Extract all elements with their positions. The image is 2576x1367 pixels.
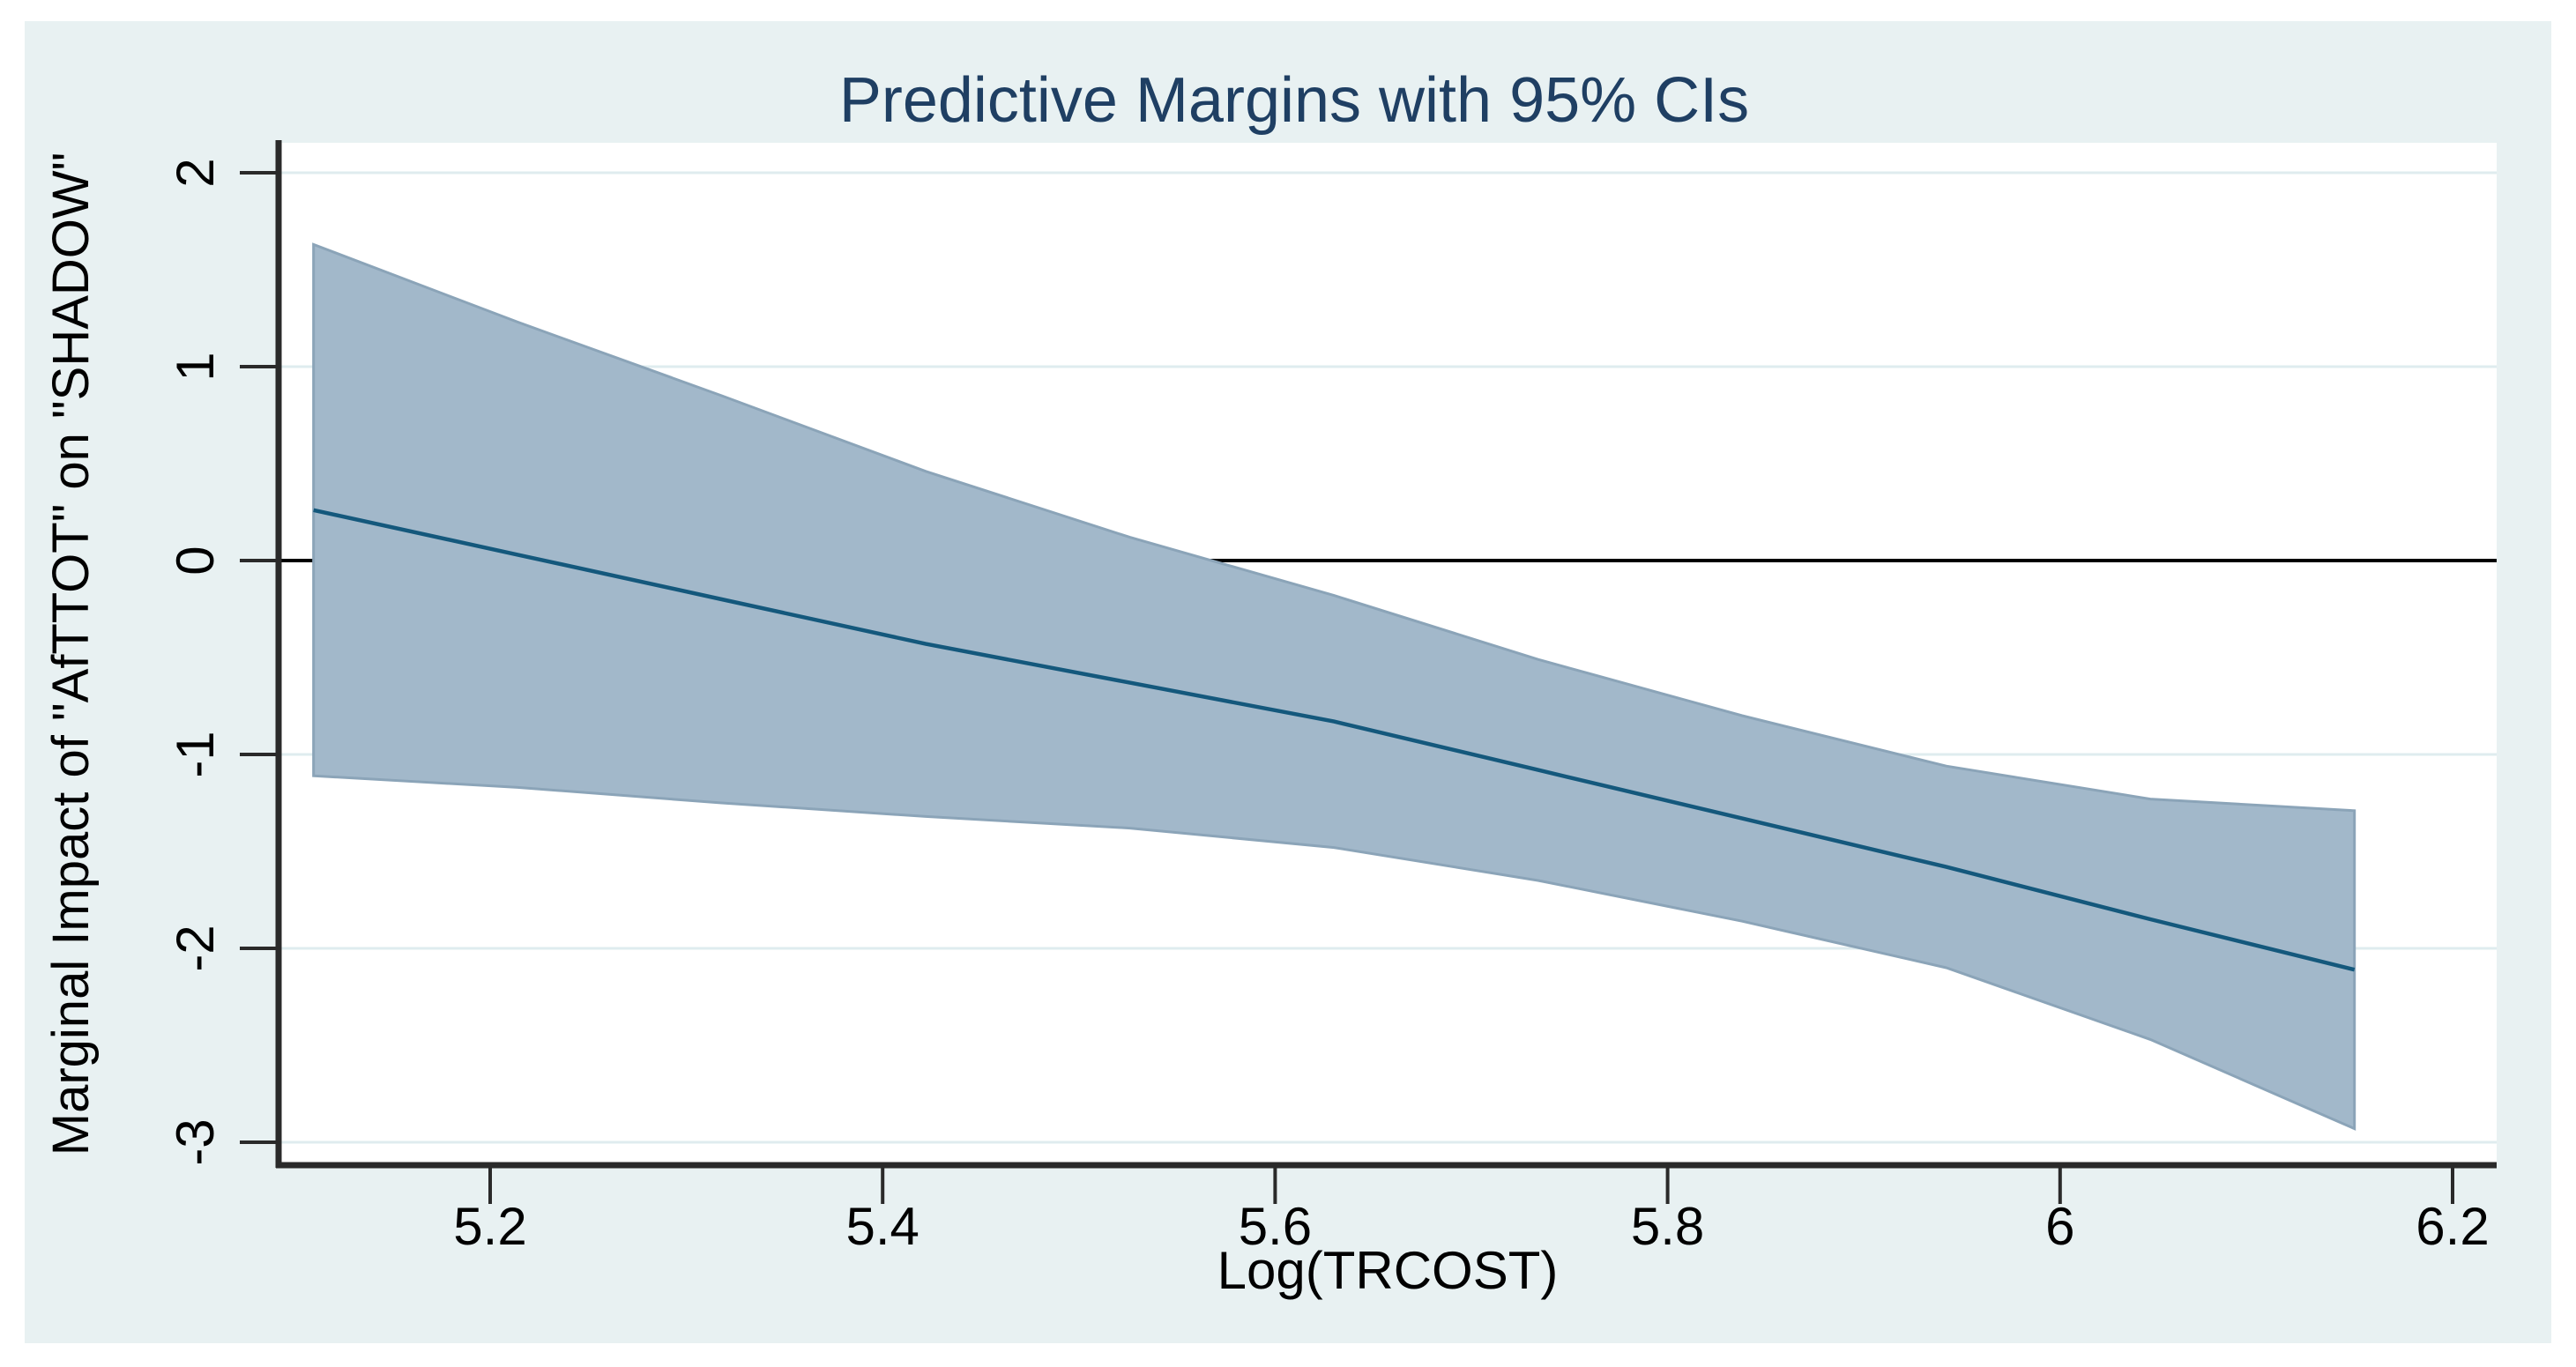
y-tick-label: -2 (166, 925, 225, 971)
y-tick-label: -3 (166, 1118, 225, 1165)
x-tick-label: 6.2 (2416, 1197, 2489, 1256)
ci-band (312, 242, 2356, 1131)
x-tick-label: 5.4 (845, 1197, 919, 1256)
chart-title: Predictive Margins with 95% CIs (839, 65, 1749, 136)
y-tick-label: 2 (166, 158, 225, 187)
y-axis-title: Marginal Impact of "AfTTOT" on "SHADOW" (42, 152, 100, 1155)
axes: 2 1 0 -1 -2 -3 5.2 5.4 5.6 5.8 6 6.2 (166, 140, 2497, 1256)
y-tick-label: -1 (166, 731, 225, 777)
margins-line (313, 508, 2356, 972)
y-tick-label: 1 (166, 352, 225, 381)
x-tick-label: 5.8 (1631, 1197, 1704, 1256)
y-tick-label: 0 (166, 546, 225, 575)
plot-area (279, 143, 2497, 1165)
x-tick-label: 5.6 (1239, 1197, 1312, 1256)
x-tick-label: 5.2 (453, 1197, 526, 1256)
x-axis-title: Log(TRCOST) (1217, 1241, 1559, 1300)
x-tick-label: 6 (2045, 1197, 2074, 1256)
